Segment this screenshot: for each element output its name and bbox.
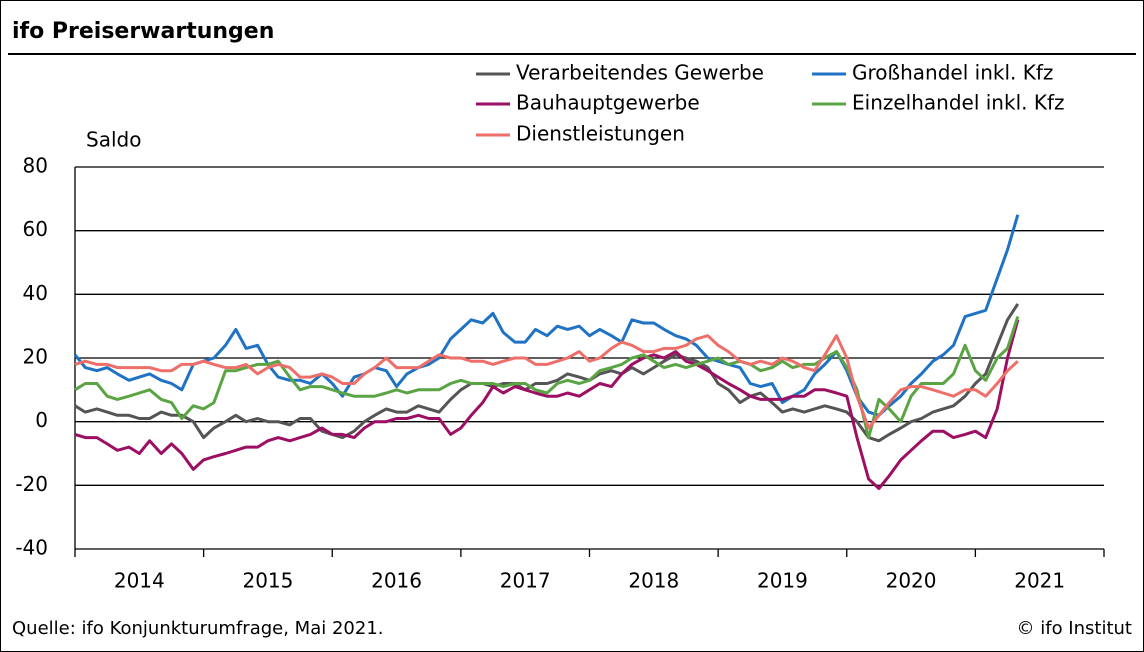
legend-label: Verarbeitendes Gewerbe	[516, 61, 764, 85]
x-tick-label: 2016	[371, 569, 422, 593]
legend-label: Dienstleistungen	[516, 122, 685, 146]
series-line	[74, 303, 1020, 443]
x-tick-label: 2015	[242, 569, 293, 593]
y-tick-label: 80	[23, 154, 48, 178]
y-axis-label: Saldo	[86, 128, 141, 152]
copyright: © ifo Institut	[1017, 618, 1132, 639]
x-tick-label: 2019	[757, 569, 808, 593]
x-tick-label: 2014	[114, 569, 165, 593]
y-tick-label: 40	[23, 281, 48, 305]
y-tick-label: -20	[15, 472, 48, 496]
legend-label: Bauhauptgewerbe	[516, 91, 700, 115]
y-tick-label: 60	[23, 217, 48, 241]
y-tick-label: 0	[35, 408, 48, 432]
x-tick-label: 2017	[500, 569, 551, 593]
y-tick-label: 20	[23, 345, 48, 369]
series-line	[74, 319, 1020, 490]
source: Quelle: ifo Konjunkturumfrage, Mai 2021.	[12, 618, 384, 639]
series-line	[74, 334, 1019, 430]
x-tick-label: 2021	[1014, 569, 1065, 593]
y-tick-label: -40	[15, 536, 48, 560]
x-tick-label: 2020	[886, 569, 937, 593]
x-tick-label: 2018	[628, 569, 679, 593]
legend-label: Großhandel inkl. Kfz	[852, 61, 1053, 85]
legend-label: Einzelhandel inkl. Kfz	[852, 91, 1065, 115]
chart-title: ifo Preiserwartungen	[12, 19, 274, 44]
